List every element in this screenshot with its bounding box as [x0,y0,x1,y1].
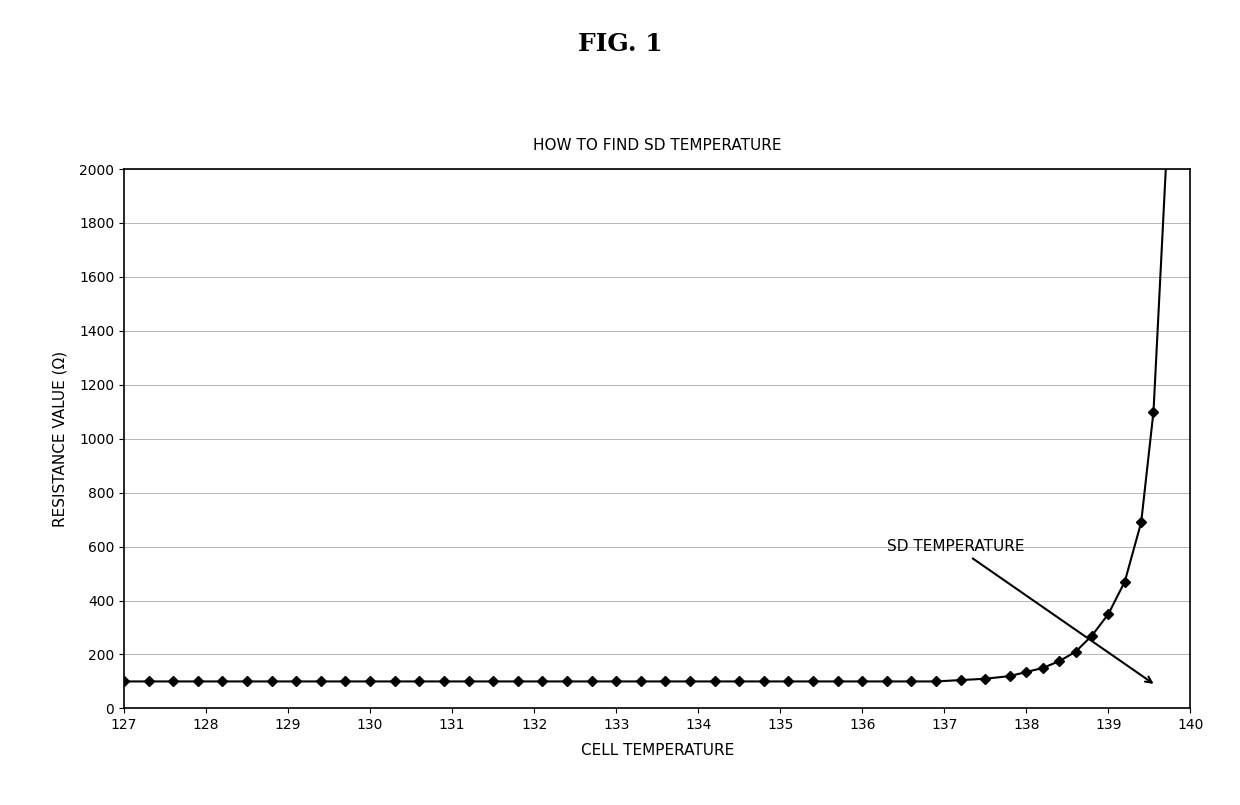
X-axis label: CELL TEMPERATURE: CELL TEMPERATURE [580,743,734,758]
Y-axis label: RESISTANCE VALUE (Ω): RESISTANCE VALUE (Ω) [53,351,68,526]
Text: SD TEMPERATURE: SD TEMPERATURE [887,539,1152,683]
Text: FIG. 1: FIG. 1 [578,32,662,56]
Title: HOW TO FIND SD TEMPERATURE: HOW TO FIND SD TEMPERATURE [533,138,781,153]
